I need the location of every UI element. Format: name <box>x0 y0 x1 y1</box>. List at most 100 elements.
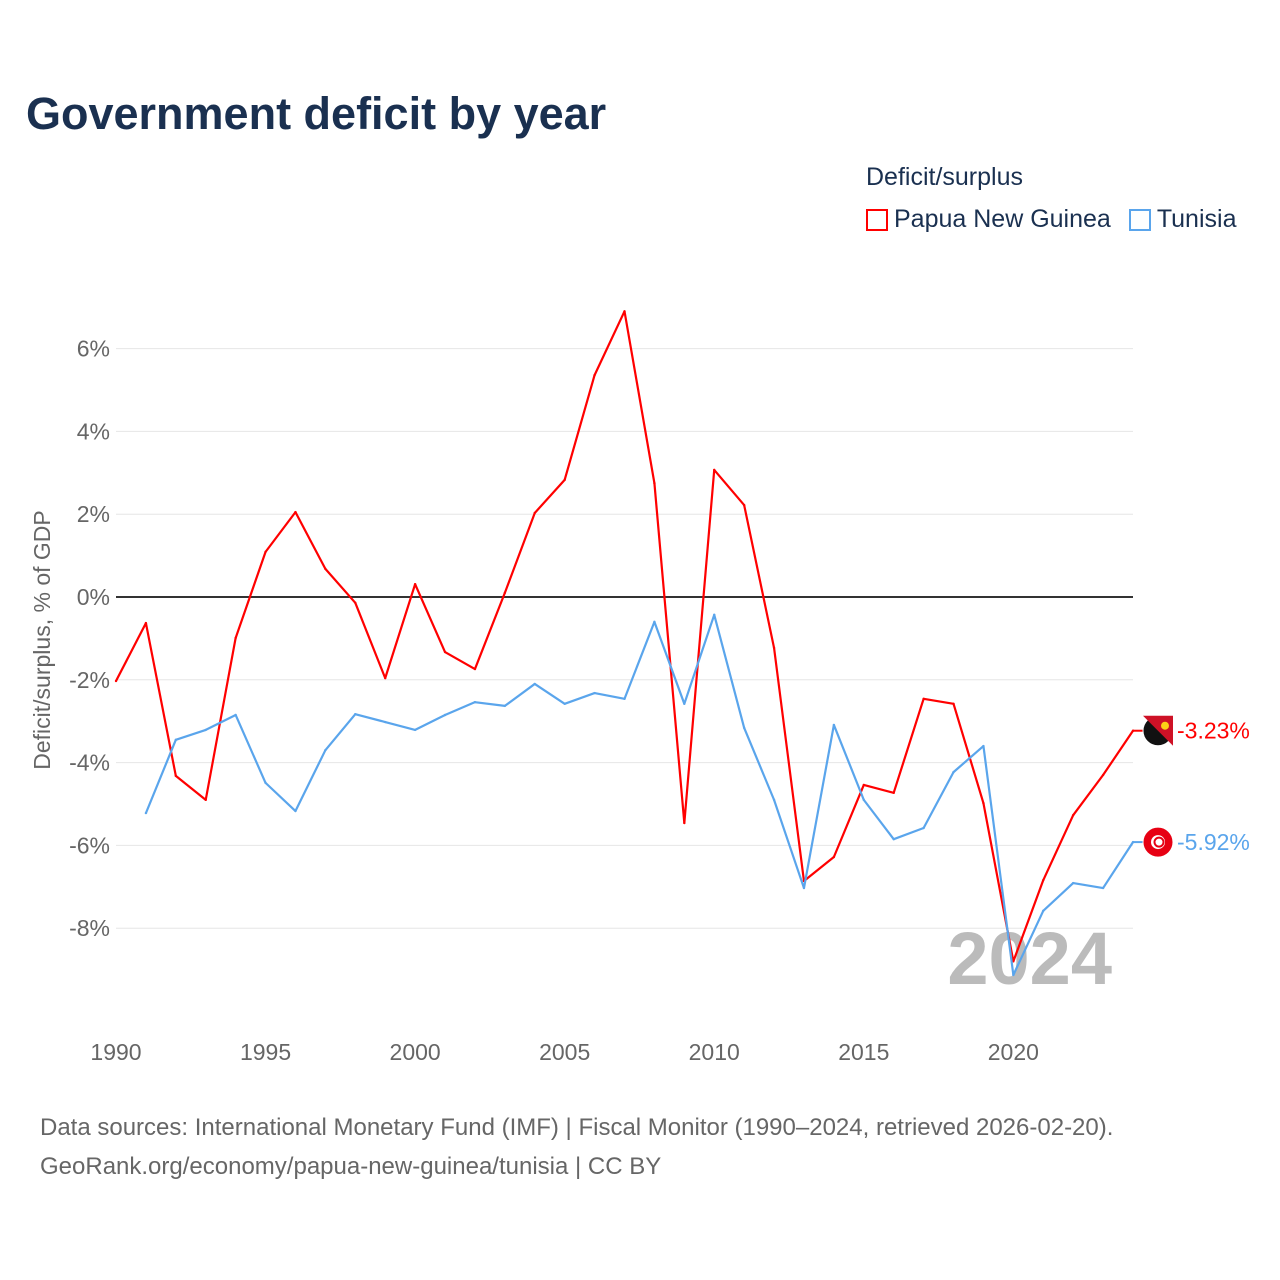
data-point <box>533 511 536 515</box>
data-point <box>563 478 566 482</box>
data-point <box>713 468 716 472</box>
data-point <box>384 720 387 724</box>
legend-swatch-tunisia <box>1128 208 1151 231</box>
legend-label: Papua New Guinea <box>894 205 1111 233</box>
legend-item-tunisia[interactable]: Tunisia <box>1128 205 1237 234</box>
data-point <box>234 636 237 640</box>
data-point <box>473 667 477 671</box>
data-point <box>713 613 716 617</box>
data-point <box>862 798 865 802</box>
y-tick-label: 2% <box>77 501 110 527</box>
legend-label: Tunisia <box>1156 205 1237 233</box>
data-point <box>892 837 895 841</box>
data-point <box>952 702 955 706</box>
data-point <box>742 726 746 730</box>
data-point <box>174 738 178 742</box>
x-tick-label: 1990 <box>90 1039 141 1065</box>
data-point <box>742 503 746 507</box>
legend: Papua New Guinea Tunisia <box>866 205 1236 234</box>
x-tick-label: 2010 <box>689 1039 740 1065</box>
data-point <box>473 700 477 704</box>
data-point <box>443 650 447 654</box>
data-point <box>503 704 507 708</box>
legend-swatch-png <box>866 208 888 231</box>
data-point <box>324 748 327 752</box>
data-point <box>653 620 656 624</box>
data-point <box>144 621 148 625</box>
source-line-1: Data sources: International Monetary Fun… <box>40 1114 1114 1141</box>
data-point <box>623 310 626 313</box>
data-point <box>802 886 806 890</box>
data-point <box>892 791 895 795</box>
y-tick-label: 4% <box>77 418 110 444</box>
data-point <box>593 373 596 377</box>
y-tick-label: -2% <box>69 667 110 693</box>
y-tick-label: -8% <box>69 915 110 941</box>
data-point <box>563 702 566 706</box>
data-point <box>264 550 267 554</box>
data-point <box>234 713 237 717</box>
data-point <box>593 691 596 695</box>
data-point <box>1012 973 1015 977</box>
x-tick-label: 2020 <box>988 1039 1039 1065</box>
data-point <box>443 713 447 717</box>
tunisia-flag-crescent <box>1153 836 1165 848</box>
x-tick-label: 2000 <box>390 1039 441 1065</box>
data-point <box>1071 881 1075 885</box>
data-point <box>503 591 507 595</box>
data-point <box>204 798 207 802</box>
end-value-label: -5.92% <box>1177 829 1250 855</box>
y-tick-label: 6% <box>77 336 110 362</box>
data-point <box>1042 909 1045 913</box>
end-value-label: -3.23% <box>1177 718 1250 744</box>
data-point <box>1071 813 1075 817</box>
data-point <box>982 801 985 805</box>
data-point <box>144 811 148 815</box>
data-point <box>683 821 686 825</box>
series-line-papua-new-guinea <box>115 310 1134 963</box>
data-point <box>772 646 776 650</box>
data-point <box>324 567 327 571</box>
x-tick-label: 2015 <box>838 1039 889 1065</box>
data-point <box>922 826 925 830</box>
data-point <box>384 676 387 680</box>
data-point <box>1101 886 1105 890</box>
data-point <box>832 855 836 859</box>
data-point <box>174 774 178 778</box>
data-point <box>413 582 417 586</box>
y-axis-label: Deficit/surplus, % of GDP <box>29 510 55 769</box>
chart-title: Government deficit by year <box>26 88 607 139</box>
data-point <box>832 723 836 727</box>
source-line-2: GeoRank.org/economy/papua-new-guinea/tun… <box>40 1153 662 1180</box>
data-point <box>1101 773 1105 777</box>
data-point <box>982 744 985 748</box>
data-point <box>354 712 357 716</box>
data-point <box>653 481 656 485</box>
data-point <box>114 679 118 683</box>
png-flag-bird <box>1161 721 1169 730</box>
data-point <box>294 809 297 813</box>
data-point <box>413 728 417 732</box>
data-point <box>922 697 925 701</box>
x-tick-label: 2005 <box>539 1039 590 1065</box>
y-tick-label: -4% <box>69 750 110 776</box>
data-point <box>354 601 357 604</box>
y-tick-label: -6% <box>69 832 110 858</box>
x-tick-label: 1995 <box>240 1039 291 1065</box>
legend-title: Deficit/surplus <box>866 163 1023 191</box>
data-point <box>623 697 626 701</box>
data-point <box>1042 878 1045 882</box>
source-note: Data sources: International Monetary Fun… <box>40 1108 1113 1186</box>
legend-item-papua-new-guinea[interactable]: Papua New Guinea <box>866 205 1111 234</box>
y-tick-label: 0% <box>77 584 110 610</box>
data-point <box>952 770 955 774</box>
data-point <box>294 510 297 514</box>
data-point <box>862 783 865 787</box>
data-point <box>772 798 776 802</box>
data-point <box>204 728 207 732</box>
data-point <box>264 781 267 785</box>
data-point <box>683 702 686 706</box>
data-point <box>533 682 536 686</box>
series-line-tunisia <box>144 613 1134 977</box>
